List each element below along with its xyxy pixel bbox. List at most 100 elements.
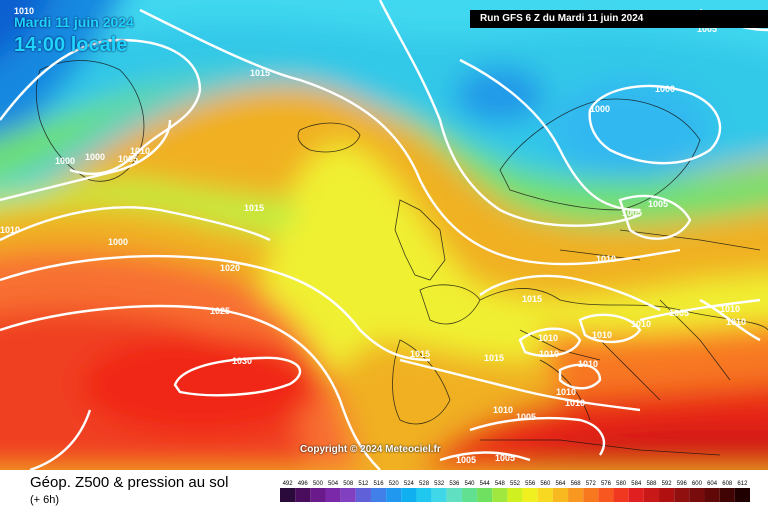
scale-swatch: [522, 488, 538, 502]
isobar-label: 1015: [410, 349, 430, 359]
isobar-label: 1015: [250, 68, 270, 78]
scale-swatch: [280, 488, 296, 502]
scale-swatch: [568, 488, 584, 502]
scale-tick-label: 588: [646, 481, 657, 487]
isobar-label: 1025: [210, 306, 230, 316]
isobar-label: 1015: [244, 203, 264, 213]
geopotential-fill: [0, 0, 768, 470]
scale-tick-label: 580: [616, 481, 627, 487]
scale-tick-label: 568: [571, 481, 582, 487]
scale-swatch: [310, 488, 326, 502]
legend-title: Géop. Z500 & pression au sol: [30, 474, 229, 491]
scale-tick-label: 524: [404, 481, 415, 487]
scale-swatch: [598, 488, 614, 502]
scale-swatch: [537, 488, 553, 502]
scale-swatch: [416, 488, 432, 502]
scale-tick-label: 596: [677, 481, 688, 487]
scale-tick-label: 584: [631, 481, 642, 487]
scale-tick-label: 492: [283, 481, 294, 487]
scale-swatch: [370, 488, 387, 502]
scale-swatch: [613, 488, 629, 502]
isobar-label: 1010: [14, 6, 34, 16]
scale-tick-label: 608: [722, 481, 733, 487]
scale-swatch: [325, 488, 341, 502]
scale-swatch: [628, 488, 644, 502]
scale-tick-label: 544: [480, 481, 491, 487]
isobar-label: 1010: [578, 359, 598, 369]
scale-tick-label: 564: [555, 481, 566, 487]
scale-tick-label: 512: [358, 481, 369, 487]
color-scale: 492 496 500 504 508 512 516 520 524 528 532 536 540 5…: [280, 481, 750, 502]
legend-bar: Géop. Z500 & pression au sol (+ 6h) 492 4…: [0, 470, 768, 512]
isobar-label: 1005: [648, 199, 668, 209]
isobar-label: 1010: [556, 387, 576, 397]
isobar-label: 1005: [495, 453, 515, 463]
isobar-label: 1005: [669, 308, 689, 318]
scale-tick-label: 576: [601, 481, 612, 487]
scale-tick-label: 504: [328, 481, 339, 487]
scale-tick-label: 528: [419, 481, 430, 487]
scale-swatch: [552, 488, 569, 502]
isobar-label: 1000: [85, 152, 105, 162]
scale-swatch: [446, 488, 462, 502]
scale-tick-label: 556: [525, 481, 536, 487]
isobar-label: 1015: [484, 353, 504, 363]
scale-swatch: [674, 488, 690, 502]
scale-swatch: [704, 488, 720, 502]
scale-tick-label: 500: [313, 481, 324, 487]
scale-swatch: [340, 488, 356, 502]
coastlines: [35, 60, 768, 456]
isobar-label: 1010: [539, 349, 559, 359]
isobar-label: 1010: [565, 398, 585, 408]
scale-swatch: [583, 488, 599, 502]
isobar-label: 1005: [456, 455, 476, 465]
forecast-date: Mardi 11 juin 2024: [14, 14, 134, 30]
legend-subtitle: (+ 6h): [30, 494, 60, 506]
isobar-label: 1010: [538, 333, 558, 343]
scale-swatch: [643, 488, 660, 502]
isobar-label: 1000: [655, 84, 675, 94]
isobar-label: 1000: [590, 104, 610, 114]
isobar-label: 1010: [0, 225, 20, 235]
isobar-label: 1010: [596, 254, 616, 264]
isobar-label: 1010: [130, 146, 150, 156]
scale-swatch: [295, 488, 311, 502]
isobar-label: 1020: [220, 263, 240, 273]
isobar-label: 1000: [55, 156, 75, 166]
scale-swatch: [355, 488, 371, 502]
isobar-label: 1015: [522, 294, 542, 304]
scale-tick-label: 508: [343, 481, 354, 487]
scale-tick-label: 600: [692, 481, 703, 487]
scale-tick-label: 516: [374, 481, 385, 487]
isobar-label: 1010: [493, 405, 513, 415]
isobar-label: 1010: [720, 304, 740, 314]
scale-swatch: [492, 488, 508, 502]
isobar-label: 1010: [592, 330, 612, 340]
scale-tick-label: 536: [449, 481, 460, 487]
scale-tick-label: 540: [465, 481, 476, 487]
scale-tick-label: 612: [737, 481, 748, 487]
scale-swatch: [386, 488, 402, 502]
scale-tick-label: 496: [298, 481, 309, 487]
scale-swatch: [719, 488, 735, 502]
isobar-lines: [0, 0, 768, 470]
scale-swatch: [431, 488, 447, 502]
isobar-label: 1010: [726, 317, 746, 327]
scale-swatch: [659, 488, 675, 502]
isobar-label: 1000: [108, 237, 128, 247]
isobar-label: 1005: [118, 154, 138, 164]
isobar-label: 1005: [516, 412, 536, 422]
scale-tick-label: 552: [510, 481, 521, 487]
isobar-label: 1005: [622, 208, 642, 218]
copyright-notice: Copyright © 2024 Meteociel.fr: [300, 444, 441, 455]
scale-swatch: [507, 488, 523, 502]
isobar-label: 1005: [697, 24, 717, 34]
scale-tick-label: 548: [495, 481, 506, 487]
scale-swatch: [461, 488, 478, 502]
scale-tick-label: 604: [707, 481, 718, 487]
scale-tick-label: 572: [586, 481, 597, 487]
scale-tick-label: 532: [434, 481, 445, 487]
